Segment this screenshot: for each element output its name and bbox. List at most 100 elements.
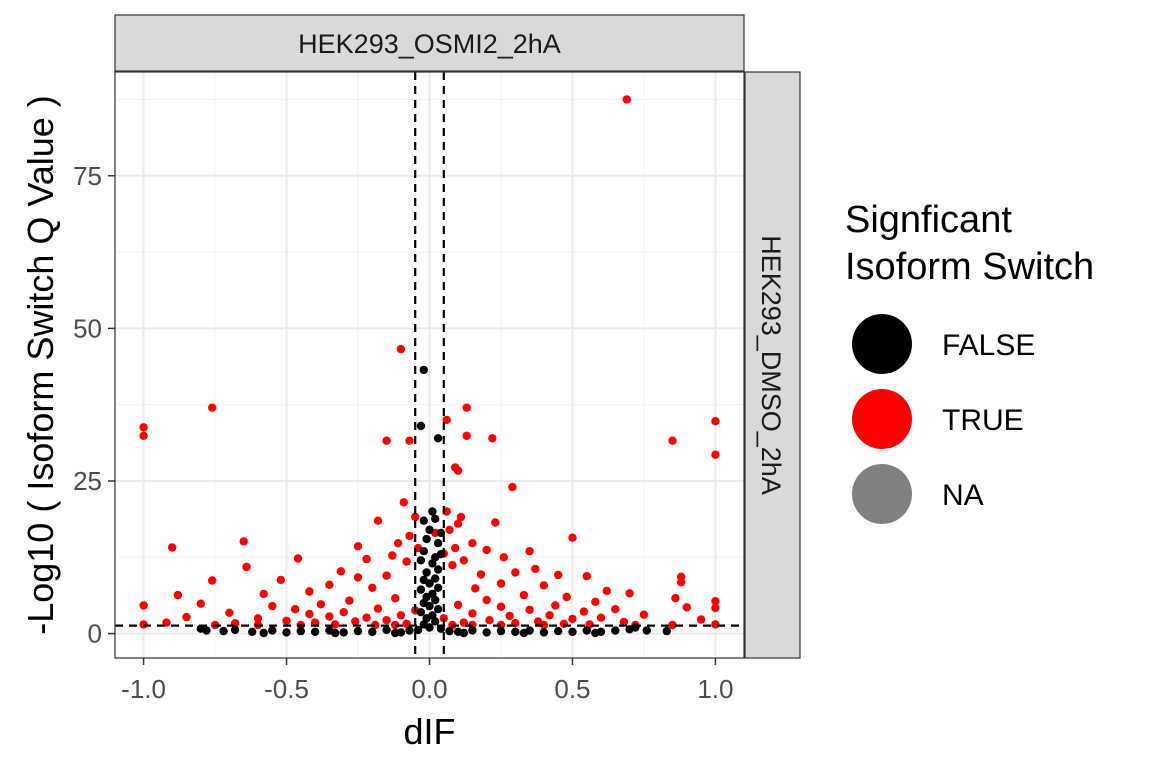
data-point-false: [431, 574, 440, 583]
data-point-false: [416, 585, 426, 594]
data-point-true: [305, 609, 314, 619]
y-tick-label: 0: [88, 619, 102, 649]
data-point-true: [453, 600, 463, 610]
data-point-true: [639, 610, 649, 619]
data-point-false: [368, 627, 377, 636]
legend-title-line-2: Isoform Switch: [845, 246, 1094, 288]
data-point-true: [336, 567, 346, 576]
data-point-true: [505, 611, 514, 621]
data-point-true: [482, 595, 491, 605]
data-point-true: [519, 590, 529, 600]
data-point-false: [282, 628, 291, 637]
data-point-false: [468, 626, 477, 635]
data-point-true: [496, 602, 506, 611]
x-tick-label: -1.0: [121, 674, 166, 704]
data-point-true: [554, 570, 563, 580]
data-point-true: [625, 589, 634, 598]
data-point-true: [388, 551, 397, 560]
data-point-true: [293, 554, 303, 563]
data-point-false: [419, 365, 428, 375]
data-point-true: [562, 592, 571, 602]
data-point-true: [139, 601, 148, 610]
data-point-true: [368, 583, 377, 592]
data-point-false: [416, 421, 426, 431]
data-point-false: [511, 627, 520, 636]
data-point-true: [459, 556, 468, 565]
data-point-true: [325, 580, 334, 589]
data-point-false: [230, 625, 240, 635]
series-false-points: [196, 365, 671, 638]
data-point-true: [539, 581, 549, 590]
legend-label-true: TRUE: [942, 404, 1024, 437]
data-point-true: [362, 554, 371, 564]
data-point-false: [416, 556, 426, 565]
data-point-true: [696, 615, 706, 624]
data-point-true: [568, 533, 577, 542]
data-point-true: [373, 516, 383, 525]
facet-strip-top: [114, 14, 745, 72]
data-point-false: [202, 626, 211, 635]
data-point-false: [433, 434, 443, 443]
data-point-false: [459, 628, 468, 638]
data-point-true: [393, 539, 403, 548]
data-point-true: [402, 619, 411, 628]
data-point-true: [139, 620, 148, 629]
data-point-true: [290, 605, 300, 614]
data-point-true: [453, 519, 463, 528]
data-point-false: [425, 525, 434, 534]
data-point-true: [208, 576, 217, 585]
facet-strip-right: [744, 71, 801, 659]
data-point-true: [456, 512, 466, 522]
data-point-false: [219, 626, 228, 636]
data-point-true: [451, 543, 460, 553]
reference-lines: [115, 72, 744, 658]
data-point-false: [482, 628, 491, 637]
data-point-false: [433, 539, 443, 548]
data-point-false: [268, 626, 277, 635]
x-axis-ticks: -1.0 -0.5 0.0 0.5 1.0: [121, 658, 733, 704]
data-point-false: [353, 626, 363, 636]
x-axis-title: dIF: [403, 711, 455, 752]
data-point-true: [396, 611, 406, 620]
data-point-false: [428, 559, 437, 568]
data-point-true: [305, 587, 314, 596]
data-point-true: [471, 584, 480, 593]
data-point-true: [353, 542, 363, 551]
data-point-true: [468, 609, 477, 618]
data-point-true: [448, 561, 457, 570]
data-point-true: [405, 436, 414, 445]
data-point-false: [425, 601, 434, 611]
x-tick-label: 0.0: [411, 674, 447, 704]
data-point-false: [433, 605, 443, 614]
data-point-true: [711, 417, 720, 426]
data-point-true: [173, 590, 183, 600]
legend-label-na: NA: [942, 479, 984, 512]
data-point-false: [431, 595, 440, 605]
data-point-true: [711, 450, 720, 459]
data-point-false: [662, 626, 671, 636]
data-point-true: [316, 600, 326, 609]
data-point-true: [602, 586, 611, 596]
facet-strip-top-label: HEK293_OSMI2_2hA: [298, 29, 561, 59]
data-point-true: [382, 616, 391, 625]
data-point-true: [353, 573, 363, 582]
data-point-false: [419, 547, 428, 556]
data-point-true: [268, 601, 277, 611]
data-point-true: [682, 603, 691, 612]
data-point-false: [642, 626, 651, 635]
data-point-true: [579, 607, 589, 616]
data-point-true: [351, 617, 360, 626]
legend: Signficant Isoform Switch FALSE TRUE NA: [845, 199, 1094, 524]
data-point-true: [531, 564, 540, 574]
data-point-false: [422, 568, 431, 577]
data-point-true: [382, 436, 391, 445]
data-point-false: [582, 626, 591, 635]
data-point-false: [416, 608, 426, 617]
data-point-true: [325, 612, 334, 621]
data-point-false: [391, 628, 400, 638]
legend-entries: FALSE TRUE NA: [852, 314, 1035, 524]
legend-label-false: FALSE: [942, 329, 1035, 362]
data-point-true: [362, 613, 371, 622]
y-tick-label: 75: [73, 161, 102, 191]
data-point-false: [425, 579, 434, 588]
